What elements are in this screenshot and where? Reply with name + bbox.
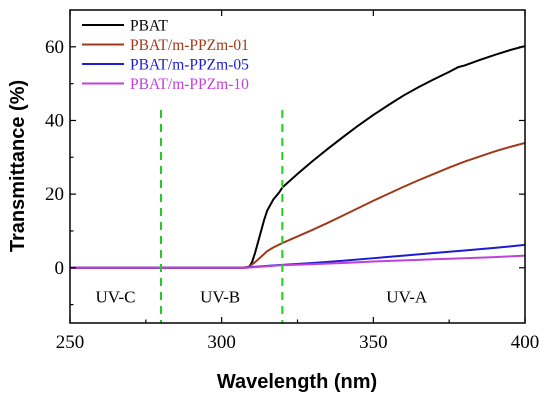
y-tick-label: 60 (45, 37, 64, 58)
x-axis-title: Wavelength (nm) (217, 371, 377, 393)
y-tick-label: 0 (55, 258, 65, 279)
y-tick-label: 40 (45, 110, 64, 131)
x-tick-label: 300 (207, 332, 236, 353)
legend: PBAT PBAT/m-PPZm-01 PBAT/m-PPZm-05 PBAT/m-P… (82, 18, 249, 93)
series-line-1 (70, 45, 526, 269)
region-label: UV-A (386, 288, 428, 307)
legend-label: PBAT/m-PPZm-05 (130, 57, 249, 74)
y-tick-label: 20 (45, 184, 64, 205)
x-tick-label: 400 (511, 332, 540, 353)
legend-label: PBAT (130, 18, 168, 35)
series-line-2 (70, 141, 526, 269)
region-label: UV-B (200, 288, 240, 307)
series-line-4 (70, 254, 526, 269)
region-label: UV-C (96, 288, 136, 307)
region-labels: UV-C UV-B UV-A (96, 288, 428, 307)
x-axis-ticks: 250 300 350 400 (56, 10, 540, 353)
y-axis-ticks: 0 20 40 60 (45, 37, 525, 306)
y-axis-title: Transmittance (%) (7, 80, 29, 252)
x-tick-label: 250 (56, 332, 85, 353)
divider-layer (160, 110, 284, 323)
series-layer (70, 45, 526, 269)
legend-label: PBAT/m-PPZm-01 (130, 37, 249, 54)
legend-label: PBAT/m-PPZm-10 (130, 76, 249, 93)
x-tick-label: 350 (359, 332, 388, 353)
